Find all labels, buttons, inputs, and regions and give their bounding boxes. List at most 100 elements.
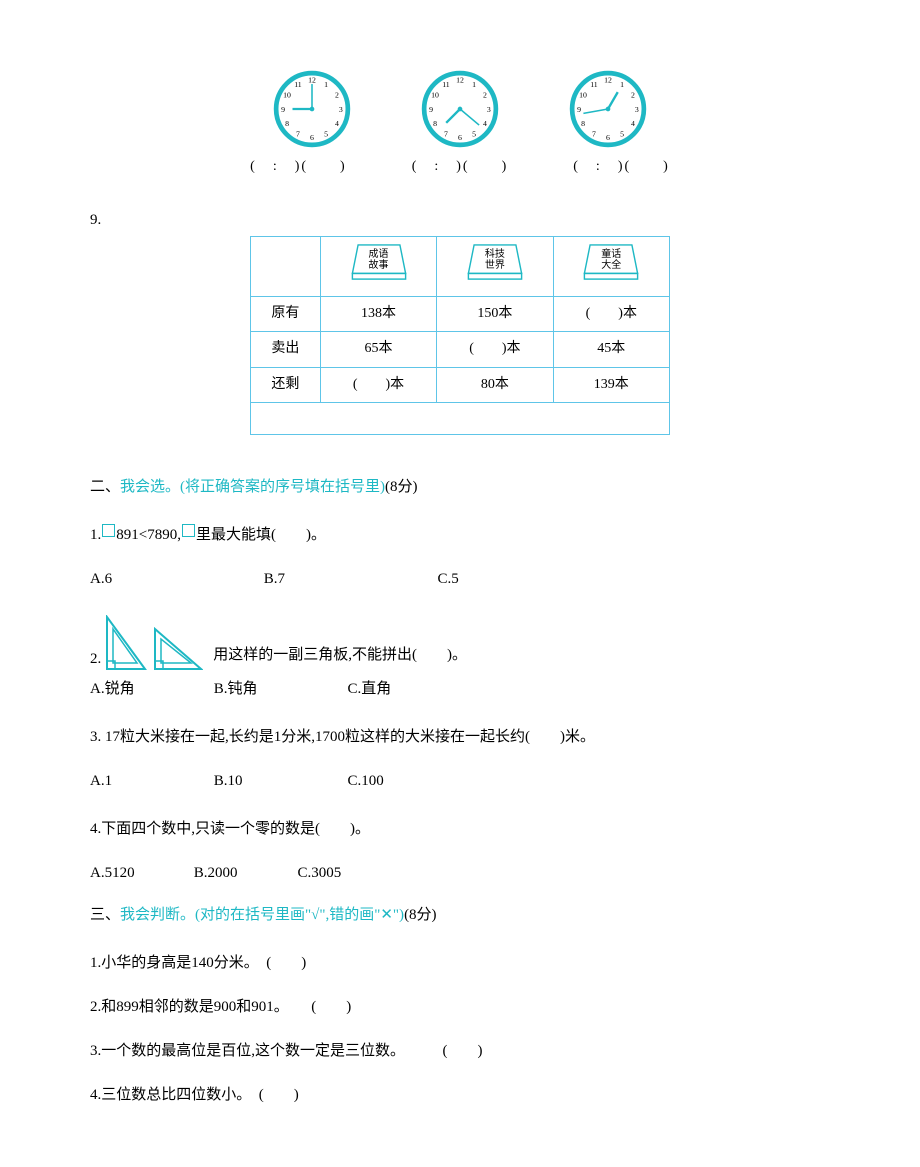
q2-2: 2. 用这样的一副三角板,不能拼出( )。 bbox=[90, 615, 830, 671]
svg-text:3: 3 bbox=[635, 105, 639, 114]
cell: 原有 bbox=[251, 296, 321, 331]
q3-2: 2.和899相邻的数是900和901。 ( ) bbox=[90, 995, 830, 1019]
blank-box-icon bbox=[182, 524, 195, 537]
sec3-rest: (8分) bbox=[404, 907, 437, 923]
svg-text:5: 5 bbox=[620, 129, 624, 138]
svg-text:6: 6 bbox=[458, 133, 462, 142]
svg-text:2: 2 bbox=[483, 90, 487, 99]
svg-text:1: 1 bbox=[472, 80, 476, 89]
svg-text:1: 1 bbox=[324, 80, 328, 89]
opt-b: B.2000 bbox=[194, 861, 294, 885]
blank-box-icon bbox=[102, 524, 115, 537]
svg-text:5: 5 bbox=[472, 129, 476, 138]
q2-1: 1. 891<7890, 里最大能填( )。 bbox=[90, 523, 830, 547]
svg-text:4: 4 bbox=[631, 119, 635, 128]
q2-2-text: 用这样的一副三角板,不能拼出( )。 bbox=[213, 643, 467, 667]
svg-text:9: 9 bbox=[577, 105, 581, 114]
cell: ( )本 bbox=[437, 332, 553, 367]
header-book-2: 科技 世界 bbox=[437, 237, 553, 296]
cell: ( )本 bbox=[320, 367, 436, 402]
clock-labels-row: ( : )( ) ( : )( ) ( : )( ) bbox=[90, 156, 830, 178]
opt-b: B.钝角 bbox=[214, 677, 344, 701]
clock-blank-1: ( : )( ) bbox=[250, 156, 347, 178]
clocks-row: 1212 345 678 91011 1212 345 678 91011 bbox=[90, 70, 830, 148]
q2-3-options: A.1 B.10 C.100 bbox=[90, 769, 830, 793]
question-9: 9. 成语 故事 科技 世界 童话 大全 bbox=[90, 208, 830, 435]
svg-text:10: 10 bbox=[579, 90, 587, 99]
header-book-3: 童话 大全 bbox=[553, 237, 669, 296]
section-3-heading: 三、我会判断。(对的在括号里画"√",错的画"✕")(8分) bbox=[90, 903, 830, 927]
book-icon: 科技 世界 bbox=[466, 243, 524, 281]
q2-1-options: A.6 B.7 C.5 bbox=[90, 567, 830, 591]
cell: 卖出 bbox=[251, 332, 321, 367]
opt-c: C.100 bbox=[348, 769, 384, 793]
table-row: 还剩 ( )本 80本 139本 bbox=[251, 367, 670, 402]
svg-text:7: 7 bbox=[296, 129, 300, 138]
triangle-icon bbox=[105, 615, 149, 671]
q2-4-options: A.5120 B.2000 C.3005 bbox=[90, 861, 830, 885]
svg-text:1: 1 bbox=[620, 80, 624, 89]
svg-text:2: 2 bbox=[335, 90, 339, 99]
book-icon: 成语 故事 bbox=[350, 243, 408, 281]
opt-b: B.10 bbox=[214, 769, 344, 793]
q3-3: 3.一个数的最高位是百位,这个数一定是三位数。 ( ) bbox=[90, 1039, 830, 1063]
opt-b: B.7 bbox=[264, 567, 434, 591]
clock-blank-3: ( : )( ) bbox=[573, 156, 670, 178]
cell: 138本 bbox=[320, 296, 436, 331]
opt-c: C.5 bbox=[438, 567, 459, 591]
svg-text:12: 12 bbox=[308, 75, 316, 84]
opt-a: A.锐角 bbox=[90, 677, 210, 701]
svg-text:9: 9 bbox=[281, 105, 285, 114]
opt-c: C.3005 bbox=[298, 861, 342, 885]
svg-text:8: 8 bbox=[433, 119, 437, 128]
clock-blank-2: ( : )( ) bbox=[412, 156, 509, 178]
header-blank bbox=[251, 237, 321, 296]
svg-text:4: 4 bbox=[335, 119, 339, 128]
svg-text:6: 6 bbox=[606, 133, 610, 142]
svg-text:3: 3 bbox=[487, 105, 491, 114]
opt-a: A.1 bbox=[90, 769, 210, 793]
q3-1: 1.小华的身高是140分米。 ( ) bbox=[90, 951, 830, 975]
opt-a: A.6 bbox=[90, 567, 260, 591]
q2-2-num: 2. bbox=[90, 647, 101, 671]
svg-text:7: 7 bbox=[592, 129, 596, 138]
section-2-heading: 二、我会选。(将正确答案的序号填在括号里)(8分) bbox=[90, 475, 830, 499]
cell: 80本 bbox=[437, 367, 553, 402]
clock-2: 1212 345 678 91011 bbox=[421, 70, 499, 148]
q2-2-options: A.锐角 B.钝角 C.直角 bbox=[90, 677, 830, 701]
table-header-row: 成语 故事 科技 世界 童话 大全 bbox=[251, 237, 670, 296]
clock-3: 1212 345 678 91011 bbox=[569, 70, 647, 148]
svg-text:5: 5 bbox=[324, 129, 328, 138]
q3-4: 4.三位数总比四位数小。 ( ) bbox=[90, 1083, 830, 1107]
cell: 139本 bbox=[553, 367, 669, 402]
q2-4: 4.下面四个数中,只读一个零的数是( )。 bbox=[90, 817, 830, 841]
svg-text:8: 8 bbox=[581, 119, 585, 128]
cell: 65本 bbox=[320, 332, 436, 367]
table-row: 原有 138本 150本 ( )本 bbox=[251, 296, 670, 331]
svg-text:11: 11 bbox=[294, 80, 302, 89]
cell: ( )本 bbox=[553, 296, 669, 331]
svg-text:12: 12 bbox=[456, 75, 464, 84]
q2-1-num: 1. bbox=[90, 527, 101, 543]
sec3-title: 我会判断。(对的在括号里画"√",错的画"✕") bbox=[120, 907, 404, 923]
svg-text:8: 8 bbox=[285, 119, 289, 128]
q9-number: 9. bbox=[90, 208, 830, 232]
svg-text:4: 4 bbox=[483, 119, 487, 128]
triangle-icon bbox=[153, 627, 203, 671]
clock-face-icon: 1212 345 678 91011 bbox=[569, 70, 647, 148]
svg-text:6: 6 bbox=[310, 133, 314, 142]
cell: 150本 bbox=[437, 296, 553, 331]
clock-1: 1212 345 678 91011 bbox=[273, 70, 351, 148]
cell: 还剩 bbox=[251, 367, 321, 402]
q2-1-mid: 891<7890, bbox=[116, 527, 181, 543]
sec2-prefix: 二、 bbox=[90, 479, 120, 495]
sec2-rest: (8分) bbox=[385, 479, 418, 495]
sec2-title: 我会选。(将正确答案的序号填在括号里) bbox=[120, 479, 385, 495]
clock-face-icon: 1212 345 678 91011 bbox=[421, 70, 499, 148]
svg-text:9: 9 bbox=[429, 105, 433, 114]
svg-text:3: 3 bbox=[339, 105, 343, 114]
cell: 45本 bbox=[553, 332, 669, 367]
svg-text:12: 12 bbox=[604, 75, 612, 84]
table-row: 卖出 65本 ( )本 45本 bbox=[251, 332, 670, 367]
q2-1-post: 里最大能填( )。 bbox=[196, 527, 326, 543]
